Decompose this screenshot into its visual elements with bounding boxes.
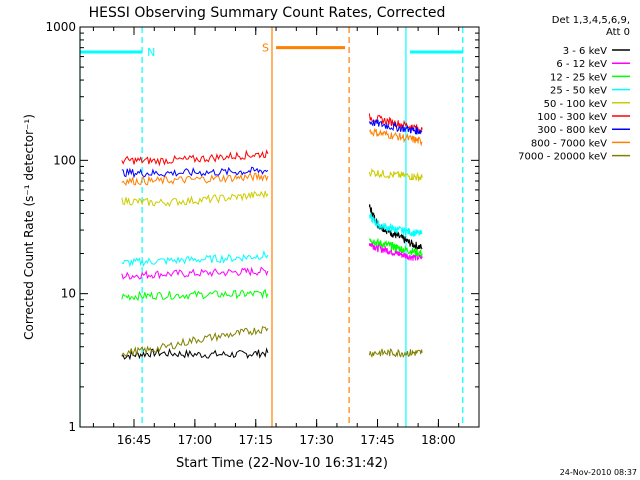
- series-8-segment-2: [368, 127, 423, 147]
- series-8-segment-1: [121, 172, 269, 187]
- legend-label-4: 25 - 50 keV: [550, 86, 607, 97]
- series-5-segment-1: [121, 190, 269, 208]
- x-tick-label: 17:30: [299, 433, 334, 447]
- legend-label-5: 50 - 100 keV: [544, 99, 608, 110]
- annotation-label-1: N: [147, 46, 155, 59]
- legend-label-9: 7000 - 20000 keV: [518, 152, 607, 163]
- y-tick-label: 1000: [45, 20, 76, 34]
- series-5-segment-2: [368, 167, 423, 182]
- series-2-segment-2: [368, 242, 423, 261]
- x-tick-label: 17:15: [238, 433, 273, 447]
- legend-label-6: 100 - 300 keV: [537, 112, 607, 123]
- x-tick-label: 17:00: [178, 433, 213, 447]
- legend: Det 1,3,4,5,6,9,Att 0 3 - 6 keV 6 - 12 keV…: [518, 15, 630, 163]
- series-7-segment-1: [121, 166, 269, 179]
- series-9: [121, 326, 423, 359]
- x-tick-label: 17:45: [360, 433, 395, 447]
- series-4-segment-1: [121, 249, 269, 268]
- legend-label-1: 3 - 6 keV: [563, 46, 607, 57]
- series-2-segment-1: [121, 266, 269, 280]
- series-1-segment-1: [121, 347, 269, 361]
- series-2: [121, 242, 423, 280]
- annotation-label-2: S: [262, 42, 269, 55]
- y-tick-label: 1: [68, 420, 76, 434]
- x-tick-label: 18:00: [421, 433, 456, 447]
- legend-label-3: 12 - 25 keV: [550, 72, 607, 83]
- series-5: [121, 167, 423, 208]
- timestamp: 24-Nov-2010 08:37: [560, 468, 637, 477]
- y-tick-label: 100: [53, 153, 76, 167]
- series-3: [121, 237, 423, 302]
- axes: 1 10 100 1000 16:45 17:00 17:15 17:30 17:45 18:00: [45, 20, 480, 447]
- legend-label-7: 300 - 800 keV: [537, 125, 607, 136]
- series-4: [121, 213, 423, 268]
- series-9-segment-2: [368, 348, 423, 359]
- series-3-segment-2: [369, 237, 423, 257]
- legend-label-8: 800 - 7000 keV: [531, 138, 607, 149]
- y-tick-label: 10: [61, 287, 76, 301]
- plot-frame: [79, 26, 480, 428]
- series-8: [121, 127, 423, 187]
- series-3-segment-1: [121, 288, 269, 302]
- y-axis-label: Corrected Count Rate (s⁻¹ detector⁻¹): [22, 114, 36, 340]
- x-tick-label: 16:45: [117, 433, 152, 447]
- series-group: [121, 113, 423, 361]
- chart-title: HESSI Observing Summary Count Rates, Cor…: [89, 5, 446, 21]
- series-4-segment-2: [368, 213, 423, 237]
- legend-label-2: 6 - 12 keV: [556, 59, 607, 70]
- legend-header-line: Att 0: [606, 27, 630, 38]
- series-7-segment-2: [368, 119, 423, 135]
- series-9-segment-1: [121, 326, 269, 357]
- x-axis-label: Start Time (22-Nov-10 16:31:42): [176, 456, 388, 471]
- series-6-segment-1: [121, 149, 269, 167]
- legend-header-line: Det 1,3,4,5,6,9,: [552, 15, 630, 26]
